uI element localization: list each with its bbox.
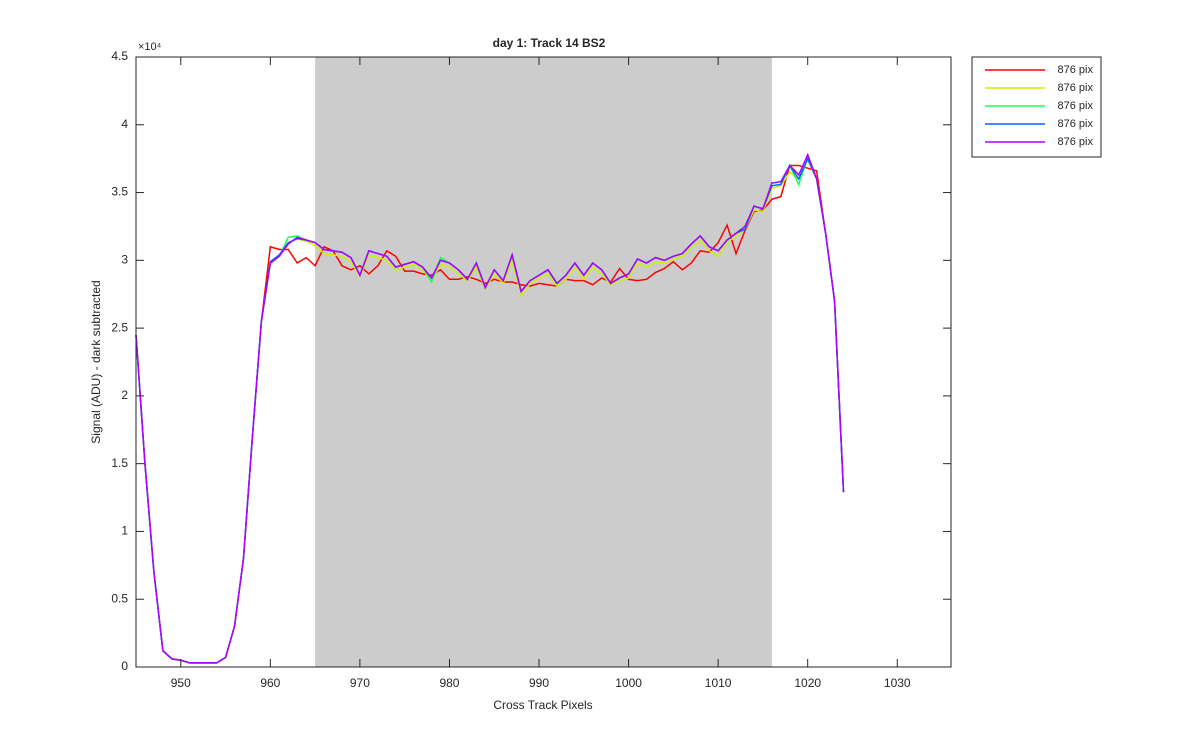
x-tick-label: 950 <box>171 676 191 690</box>
plot-frame <box>135 56 952 668</box>
x-tick-label: 960 <box>260 676 280 690</box>
x-tick-label: 970 <box>350 676 370 690</box>
y-axis-label: Signal (ADU) - dark subtracted <box>89 280 103 443</box>
shaded-region <box>315 57 772 667</box>
x-tick-label: 1030 <box>884 676 911 690</box>
x-axis-label: Cross Track Pixels <box>493 698 592 712</box>
y-tick-label: 0 <box>121 659 128 673</box>
y-tick-label: 4 <box>121 117 128 131</box>
y-tick-label: 1 <box>121 524 128 538</box>
x-tick-label: 1000 <box>615 676 642 690</box>
y-multiplier: ×10⁴ <box>138 41 162 53</box>
y-tick-label: 4.5 <box>111 49 128 63</box>
y-tick-label: 3.5 <box>111 185 128 199</box>
y-tick-label: 1.5 <box>111 456 128 470</box>
legend-label: 876 pix <box>1058 100 1094 112</box>
y-tick-label: 0.5 <box>111 591 128 605</box>
y-tick-label: 2 <box>121 388 128 402</box>
x-tick-label: 1010 <box>705 676 732 690</box>
y-tick-label: 3 <box>121 253 128 267</box>
legend-label: 876 pix <box>1058 64 1094 76</box>
x-tick-label: 1020 <box>794 676 821 690</box>
legend-box <box>971 56 1102 158</box>
x-tick-label: 990 <box>529 676 549 690</box>
y-tick-label: 2.5 <box>111 320 128 334</box>
chart-title: day 1: Track 14 BS2 <box>493 36 606 50</box>
legend-label: 876 pix <box>1058 118 1094 130</box>
series-line <box>135 152 845 664</box>
x-tick-label: 980 <box>439 676 459 690</box>
legend-label: 876 pix <box>1058 82 1094 94</box>
legend-label: 876 pix <box>1058 136 1094 148</box>
